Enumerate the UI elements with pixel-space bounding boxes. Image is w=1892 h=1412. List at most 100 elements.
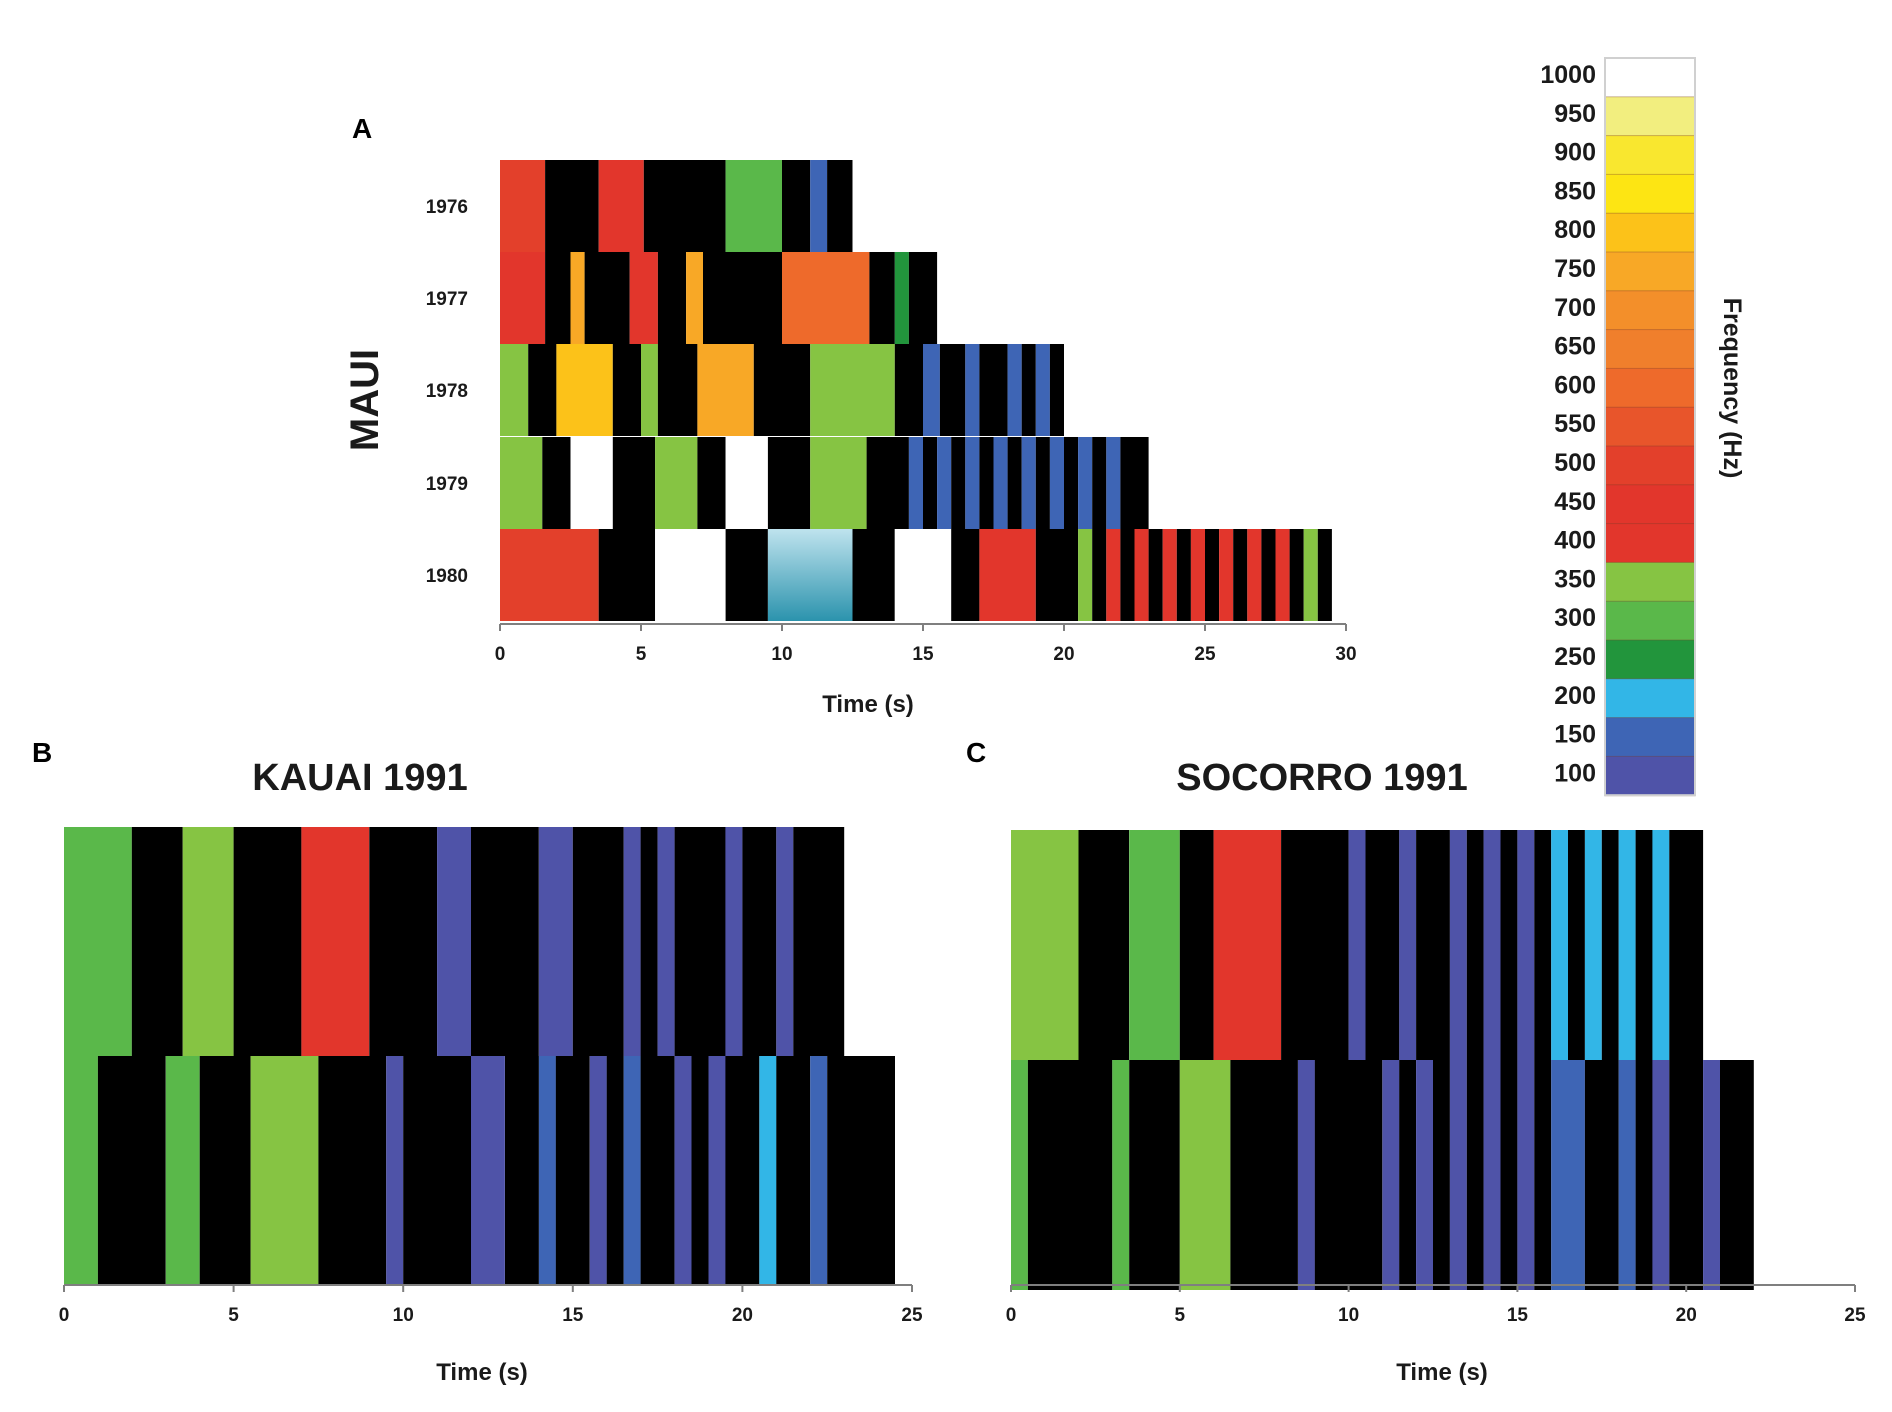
segment-150-hz [1007, 344, 1022, 436]
x-tick-label: 20 [1676, 1305, 1697, 1326]
segment-100-hz [1483, 1060, 1501, 1290]
panel-a-maui: A MAUI 1976 1977 1978 1979 1980 0 5 10 15 20 25 30… [343, 113, 1357, 718]
colorbar-cell-850 [1604, 173, 1696, 215]
segment-black-hz [471, 827, 539, 1056]
segment-black-hz [1289, 529, 1304, 621]
segment-150-hz [1035, 344, 1050, 436]
colorbar-cell-300 [1604, 600, 1696, 642]
segment-black-hz [1120, 529, 1135, 621]
maui-ylabel: MAUI [343, 349, 387, 451]
segment-black-hz [97, 1056, 166, 1285]
segment-black-hz [1601, 830, 1619, 1060]
colorbar-tick-850: 850 [1554, 177, 1596, 205]
segment-black-hz [1317, 529, 1332, 621]
colorbar-tick-500: 500 [1554, 449, 1596, 477]
row-label-1979: 1979 [426, 474, 468, 495]
segment-500-hz [500, 529, 599, 621]
segment-black-hz [697, 437, 726, 529]
x-tick-label: 10 [1338, 1305, 1359, 1326]
frequency-colorbar: 1000 950 900 850 800 750 700 650 600 550 500 450 400… [1540, 57, 1746, 797]
segment-300-hz [725, 160, 782, 252]
segment-black-hz [1092, 437, 1107, 529]
segment-black-hz [1078, 830, 1130, 1060]
segment-white-hz [894, 529, 952, 621]
segment-white-hz [725, 437, 768, 529]
colorbar-tick-950: 950 [1554, 100, 1596, 128]
colorbar-cell-600 [1604, 367, 1696, 409]
segment-black-hz [894, 344, 923, 436]
segment-300-hz [1112, 1060, 1130, 1290]
segment-350-hz [641, 344, 658, 436]
panel-c-label: C [966, 737, 986, 768]
segment-black-hz [657, 252, 687, 344]
x-tick-label: 20 [732, 1305, 753, 1326]
segment-450-hz [979, 529, 1036, 621]
x-tick-label: 25 [1844, 1305, 1866, 1326]
segment-black-hz [1534, 830, 1552, 1060]
segment-black-hz [1720, 1060, 1754, 1290]
segment-150-hz [937, 437, 952, 529]
segment-black-hz [1669, 830, 1704, 1060]
segment-black-hz [1399, 1060, 1417, 1290]
segment-200-hz [1652, 830, 1670, 1060]
x-tick-label: 15 [562, 1305, 584, 1326]
segment-black-hz [1021, 344, 1036, 436]
panel-b-title: KAUAI 1991 [252, 757, 467, 799]
segment-black-hz [199, 1056, 251, 1285]
segment-100-hz [1652, 1060, 1670, 1290]
colorbar-tick-700: 700 [1554, 294, 1596, 322]
segment-450-hz [1162, 529, 1177, 621]
row-1977 [500, 252, 938, 344]
segment-150-hz [965, 344, 980, 436]
segment-100-hz [1399, 830, 1417, 1060]
colorbar-tick-400: 400 [1554, 527, 1596, 555]
segment-white-hz [570, 437, 613, 529]
segment-200-hz [1584, 830, 1602, 1060]
segment-black-hz [725, 529, 768, 621]
x-tick-label: 25 [901, 1305, 923, 1326]
panel-a-bars [500, 160, 1332, 621]
segment-100-hz [1298, 1060, 1315, 1290]
panel-b-xlabel: Time (s) [436, 1359, 528, 1386]
x-tick-label: 0 [1006, 1305, 1017, 1326]
segment-black-hz [1635, 1060, 1653, 1290]
segment-600-hz [782, 252, 870, 344]
colorbar-tick-600: 600 [1554, 371, 1596, 399]
segment-black-hz [1416, 830, 1450, 1060]
x-tick-label: 30 [1335, 644, 1356, 665]
segment-300-hz [64, 1056, 98, 1285]
colorbar-tick-650: 650 [1554, 333, 1596, 361]
colorbar-cell-200 [1604, 678, 1696, 719]
colorbar-cell-550 [1604, 406, 1696, 448]
segment-black-hz [657, 344, 698, 436]
segment-350-hz [250, 1056, 319, 1285]
segment-black-hz [1049, 344, 1064, 436]
segment-black-hz [1669, 1060, 1704, 1290]
panel-c-x-axis: 0 5 10 15 20 25 [1006, 1284, 1866, 1326]
row-1978 [500, 344, 1064, 436]
segment-750-hz [570, 252, 585, 344]
segment-black-hz [908, 252, 938, 344]
row-label-1976: 1976 [426, 197, 468, 218]
colorbar-cell-650 [1604, 329, 1696, 370]
x-tick-label: 0 [59, 1305, 70, 1326]
colorbar-tick-450: 450 [1554, 488, 1596, 516]
segment-black-hz [505, 1056, 539, 1285]
segment-100-hz [776, 827, 794, 1056]
segment-100-hz [708, 1056, 726, 1285]
row-1 [1011, 830, 1704, 1060]
x-tick-label: 5 [228, 1305, 239, 1326]
segment-450-hz [1247, 529, 1262, 621]
row-2 [1011, 1060, 1754, 1290]
segment-450-hz [1106, 529, 1121, 621]
segment-black-hz [1179, 830, 1214, 1060]
segment-black-hz [131, 827, 183, 1056]
panel-a-x-axis: 0 5 10 15 20 25 30 [495, 623, 1357, 665]
segment-100-hz [1517, 830, 1535, 1060]
segment-black-hz [869, 252, 895, 344]
row-1 [64, 827, 845, 1056]
segment-450-hz [598, 160, 644, 252]
colorbar-cell-700 [1604, 290, 1696, 331]
colorbar-tick-550: 550 [1554, 410, 1596, 438]
